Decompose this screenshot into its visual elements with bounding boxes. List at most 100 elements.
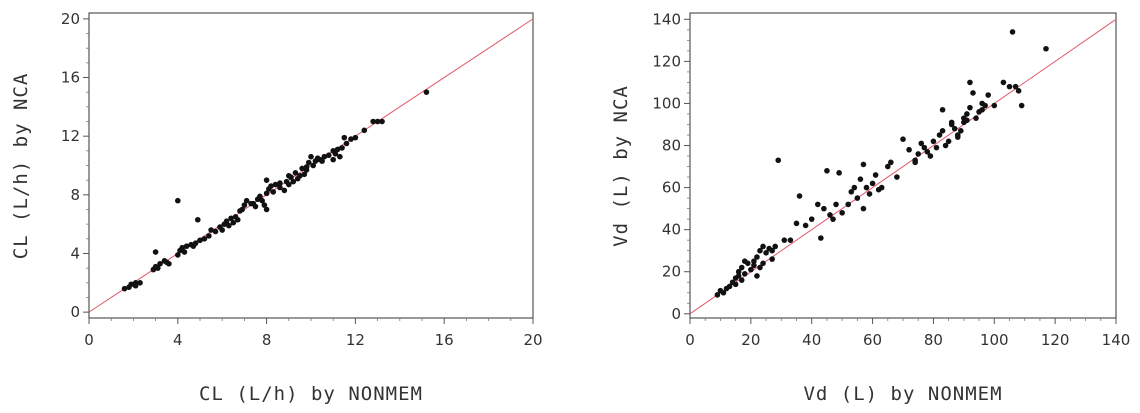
data-point — [1043, 45, 1049, 52]
x-tick-label: 16 — [435, 331, 454, 349]
data-point — [219, 227, 225, 233]
data-point — [230, 219, 237, 226]
plot-frame — [689, 12, 1117, 319]
data-point — [735, 268, 742, 275]
data-point — [310, 162, 317, 169]
data-point — [894, 174, 900, 180]
y-tick-label: 120 — [652, 52, 681, 70]
data-point — [374, 118, 381, 125]
data-point — [860, 205, 867, 212]
y-tick-label: 140 — [652, 10, 681, 28]
data-point — [212, 228, 219, 235]
data-point — [155, 265, 161, 271]
data-point — [325, 152, 332, 159]
data-point — [1006, 83, 1013, 90]
chart-vd: 0 20 40 60 80 100 120 140 0 20 40 60 80 100 120 140 Vd (… — [610, 10, 1130, 405]
x-tick-label: 140 — [1102, 331, 1131, 349]
data-point — [757, 264, 763, 271]
data-point — [751, 258, 757, 265]
data-point — [860, 161, 867, 168]
data-point — [900, 136, 906, 143]
data-point — [754, 273, 760, 279]
data-point — [157, 260, 163, 267]
data-point — [206, 233, 212, 239]
data-point — [918, 140, 925, 147]
data-point — [735, 273, 742, 279]
data-point — [121, 285, 128, 292]
data-point — [854, 195, 861, 201]
data-point — [760, 260, 766, 267]
data-point — [1012, 83, 1019, 90]
data-point — [808, 216, 815, 222]
data-point — [973, 115, 979, 121]
data-point — [292, 170, 299, 176]
data-point — [948, 119, 955, 126]
y-tick-label: 20 — [61, 10, 80, 28]
x-tick-label: 40 — [802, 331, 821, 349]
data-point — [330, 148, 337, 154]
data-point — [763, 249, 769, 256]
data-point — [775, 157, 782, 164]
data-point — [334, 146, 341, 153]
x-tick-label: 20 — [741, 331, 760, 349]
data-point — [830, 216, 836, 222]
data-point — [303, 164, 310, 170]
data-point — [192, 240, 199, 247]
data-point — [241, 202, 248, 208]
data-point — [321, 153, 328, 160]
data-point — [152, 249, 159, 255]
data-point — [933, 144, 940, 151]
data-point — [305, 159, 312, 166]
y-tick-label: 4 — [70, 244, 80, 262]
data-point — [924, 149, 931, 155]
data-point — [243, 197, 250, 204]
x-tick-label: 60 — [863, 331, 882, 349]
data-point — [263, 206, 270, 213]
data-point — [869, 180, 876, 187]
data-point — [263, 177, 270, 183]
data-point — [175, 197, 181, 204]
data-point — [194, 216, 201, 223]
data-point — [720, 289, 727, 296]
data-point — [1009, 29, 1016, 35]
data-point — [793, 220, 800, 227]
data-point — [286, 181, 292, 188]
data-point — [863, 184, 870, 191]
data-point — [1000, 79, 1007, 86]
data-point — [967, 104, 973, 111]
data-point — [183, 243, 190, 249]
data-point — [979, 106, 985, 113]
data-point — [985, 92, 991, 98]
data-point — [1018, 102, 1025, 109]
data-point — [268, 183, 274, 189]
data-point — [330, 156, 337, 163]
data-point — [726, 283, 733, 290]
data-point — [821, 205, 827, 212]
data-point — [745, 260, 751, 267]
data-point — [1015, 88, 1022, 94]
data-point — [958, 127, 964, 134]
x-tick-label: 4 — [173, 331, 183, 349]
data-point — [915, 151, 922, 157]
data-point — [921, 144, 928, 151]
data-point — [818, 235, 824, 241]
data-point — [772, 243, 778, 250]
x-tick-label: 80 — [924, 331, 943, 349]
data-point — [341, 134, 348, 141]
data-point — [827, 212, 833, 218]
data-point — [964, 117, 970, 124]
data-point — [878, 184, 885, 191]
data-point — [201, 236, 208, 242]
data-point — [175, 252, 181, 258]
data-point — [945, 138, 952, 145]
data-point — [757, 247, 763, 254]
data-point — [741, 271, 748, 277]
data-point — [884, 163, 891, 170]
data-point — [769, 256, 775, 262]
data-point — [942, 142, 949, 149]
data-point — [769, 247, 775, 254]
data-point — [866, 191, 873, 197]
data-point — [272, 181, 279, 188]
data-point — [250, 200, 257, 207]
